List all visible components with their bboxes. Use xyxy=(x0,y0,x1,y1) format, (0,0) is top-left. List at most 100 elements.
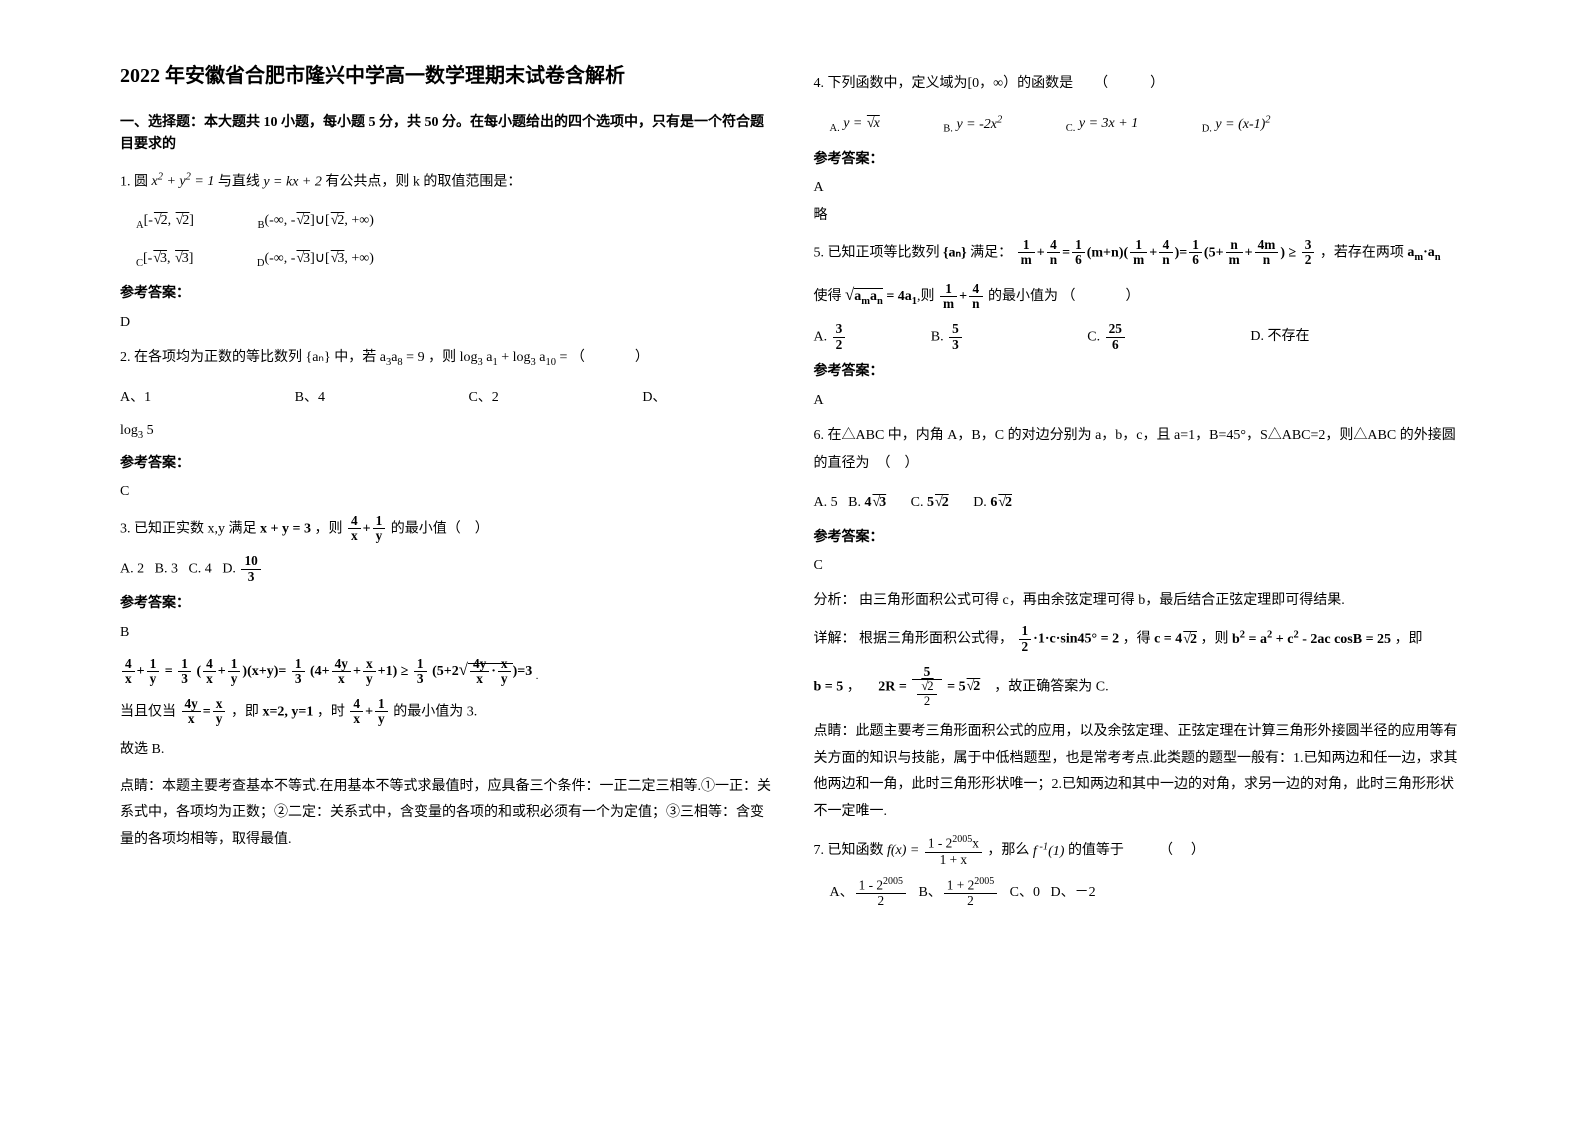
q4-note: 略 xyxy=(814,205,1468,227)
q6-options: A. 5 B. 43 C. 52 D. 62 xyxy=(814,488,1468,519)
q6-detail-i: ，故正确答案为 C. xyxy=(994,679,1108,694)
q5-seq: {aₙ} xyxy=(943,245,967,260)
right-column: 4. 下列函数中，定义域为[0，∞）的函数是 （ ） A. y = x B. y… xyxy=(794,60,1488,1082)
q6-detail-g: b = 5 xyxy=(814,679,844,694)
q6-detail-d: ，则 xyxy=(1200,632,1232,647)
q3-optB: B. 3 xyxy=(155,561,178,576)
q5-text-b: 满足： xyxy=(970,245,1012,260)
q2-text-a: 2. 在各项均为正数的等比数列 xyxy=(120,350,306,365)
q5-optC: C. 256 xyxy=(1087,322,1127,353)
q6-detail-e: b2 = a2 + c2 - 2ac cosB = 25 xyxy=(1232,632,1391,647)
q5-text-d: 使得 xyxy=(814,289,846,304)
q5-answer-label: 参考答案： xyxy=(814,361,1468,383)
q6-analysis-label: 分析： xyxy=(814,593,856,608)
q6-detail-2: b = 5 ， 2R = 522 = 52 ，故正确答案为 C. xyxy=(814,665,1468,709)
q7-optD: D、－2 xyxy=(1051,885,1096,900)
left-column: 2022 年安徽省合肥市隆兴中学高一数学理期末试卷含解析 一、选择题：本大题共 … xyxy=(100,60,794,1082)
q2-options: A、1 B、4 C、2 D、 xyxy=(120,383,774,414)
q7-text-a: 7. 已知函数 xyxy=(814,844,888,859)
page-title: 2022 年安徽省合肥市隆兴中学高一数学理期末试卷含解析 xyxy=(120,60,774,92)
q6-detail-label: 详解： xyxy=(814,632,856,647)
q1-eq2: y = kx + 2 xyxy=(263,174,322,189)
q1-answer-label: 参考答案： xyxy=(120,283,774,305)
q6-analysis: 分析： 由三角形面积公式可得 c，再由余弦定理可得 b，最后结合正弦定理即可得结… xyxy=(814,588,1468,615)
q1-optD: D(-∞, -3]∪[3, +∞) xyxy=(257,244,374,275)
q2-optC: C、2 xyxy=(468,383,498,414)
q7-optA: A、1 - 220052 xyxy=(830,885,908,900)
q1-options-row2: C[-3, 3] D(-∞, -3]∪[3, +∞) xyxy=(136,244,774,275)
q3-derivation: 4x+1y = 13 (4x+1y)(x+y)= 13 (4+4yx+xy+1)… xyxy=(120,654,774,687)
q7-text-b: ，那么 xyxy=(987,844,1033,859)
q4-optC: C. y = 3x + 1 xyxy=(1066,109,1138,140)
q5-blank: （ ） xyxy=(1062,289,1142,304)
question-6: 6. 在△ABC 中，内角 A，B，C 的对边分别为 a，b，c，且 a=1，B… xyxy=(814,422,1468,478)
q4-answer: A xyxy=(814,177,1468,199)
q1-eq1: x2 + y2 = 1 xyxy=(152,174,215,189)
q3-optD-prefix: D. xyxy=(222,561,239,576)
q5-answer: A xyxy=(814,390,1468,412)
q2-optA: A、1 xyxy=(120,383,151,414)
q6-optD: D. 62 xyxy=(973,495,1012,510)
q2-eq1: a3a8 = 9 xyxy=(380,350,425,365)
q5-optB: B. 53 xyxy=(931,322,964,353)
q3-cond-c: x=2, y=1 xyxy=(262,704,313,719)
q3-optD-frac: 103 xyxy=(241,554,260,584)
q2-text-c: ，则 xyxy=(428,350,460,365)
q2-text-b: 中，若 xyxy=(334,350,380,365)
q2-blank: （ ） xyxy=(571,350,651,365)
q1-text-a: 1. 圆 xyxy=(120,174,152,189)
q5-optD: D. 不存在 xyxy=(1250,322,1309,353)
q6-detail-a: 根据三角形面积公式得， xyxy=(859,632,1013,647)
q3-cond-b: ，即 xyxy=(231,704,263,719)
q2-eq2: log3 a1 + log3 a10 = xyxy=(460,350,571,365)
q1-options-row1: A[-2, 2] B(-∞, -2]∪[2, +∞) xyxy=(136,206,774,237)
q1-optB: B(-∞, -2]∪[2, +∞) xyxy=(257,206,373,237)
q1-optA: A[-2, 2] xyxy=(136,206,194,237)
q3-optC: C. 4 xyxy=(188,561,211,576)
q6-optA: A. 5 xyxy=(814,495,838,510)
q2-optD: D、 xyxy=(642,383,666,414)
q3-answer-label: 参考答案： xyxy=(120,593,774,615)
q6-optC: C. 52 xyxy=(911,495,949,510)
section-1-header: 一、选择题：本大题共 10 小题，每小题 5 分，共 50 分。在每小题给出的四… xyxy=(120,112,774,157)
q3-condition: 当且仅当 4yx=xy ，即 x=2, y=1 ，时 4x+1y 的最小值为 3… xyxy=(120,697,774,727)
q6-tip: 点睛：此题主要考三角形面积公式的应用，以及余弦定理、正弦定理在计算三角形外接圆半… xyxy=(814,719,1468,825)
q2-answer-label: 参考答案： xyxy=(120,453,774,475)
q6-answer: C xyxy=(814,555,1468,577)
q3-answer: B xyxy=(120,622,774,644)
q5-options: A. 32 B. 53 C. 256 D. 不存在 xyxy=(814,322,1468,354)
q5-optA: A. 32 xyxy=(814,322,848,353)
q7-options: A、1 - 220052 B、1 + 220052 C、0 D、－2 xyxy=(830,877,1468,909)
q3-frac2: 1y xyxy=(373,514,386,544)
question-1: 1. 圆 x2 + y2 = 1 与直线 y = kx + 2 有公共点，则 k… xyxy=(120,167,774,197)
q5-text-a: 5. 已知正项等比数列 xyxy=(814,245,944,260)
q6-detail-h: ， xyxy=(847,679,861,694)
q2-answer: C xyxy=(120,481,774,503)
q7-optC: C、0 xyxy=(1010,885,1040,900)
q4-optA: A. y = x xyxy=(830,109,880,140)
q6-detail-b: ，得 xyxy=(1123,632,1155,647)
question-3: 3. 已知正实数 x,y 满足 x + y = 3 ，则 4x+1y 的最小值（… xyxy=(120,514,774,544)
q6-optB: B. 43 xyxy=(848,495,886,510)
q3-optA: A. 2 xyxy=(120,561,144,576)
q3-cond-e: 的最小值为 3. xyxy=(393,704,477,719)
q1-text-b: 与直线 xyxy=(218,174,264,189)
q3-options: A. 2 B. 3 C. 4 D. 103 xyxy=(120,554,774,585)
q2-optB: B、4 xyxy=(295,383,325,414)
q3-conclusion: 故选 B. xyxy=(120,737,774,764)
q3-text-b: ，则 xyxy=(314,521,346,536)
q3-text-a: 3. 已知正实数 x,y 满足 xyxy=(120,521,260,536)
question-4: 4. 下列函数中，定义域为[0，∞）的函数是 （ ） xyxy=(814,70,1468,98)
q3-tip: 点睛：本题主要考查基本不等式.在用基本不等式求最值时，应具备三个条件：一正二定三… xyxy=(120,774,774,854)
q4-optB: B. y = -2x2 xyxy=(943,108,1002,141)
q1-optC: C[-3, 3] xyxy=(136,244,193,275)
q3-frac1: 4x xyxy=(348,514,361,544)
q6-detail-c: c = 42 xyxy=(1154,632,1197,647)
q4-answer-label: 参考答案： xyxy=(814,149,1468,171)
q2-seq: {aₙ} xyxy=(306,350,331,365)
q3-eq1: x + y = 3 xyxy=(260,521,311,536)
q5-text-e: 的最小值为 xyxy=(988,289,1058,304)
q7-optB: B、1 + 220052 xyxy=(918,885,999,900)
q4-options: A. y = x B. y = -2x2 C. y = 3x + 1 D. y … xyxy=(830,108,1468,141)
q3-text-c: 的最小值（ ） xyxy=(391,521,489,536)
